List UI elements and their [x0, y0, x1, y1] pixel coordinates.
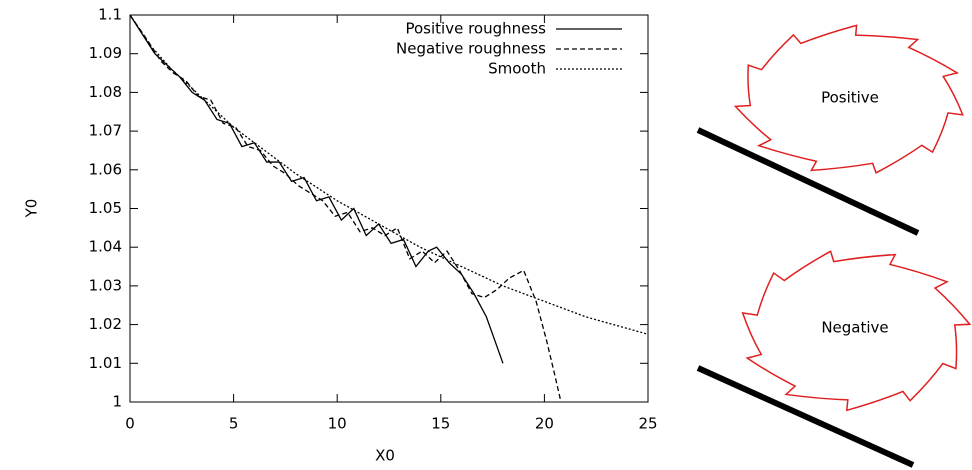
y-tick-label: 1.05	[89, 199, 122, 217]
y-tick-label: 1.03	[89, 276, 122, 294]
y-tick-label: 1.04	[89, 238, 122, 256]
surface	[696, 365, 915, 468]
x-tick-label: 15	[431, 415, 450, 433]
y-tick-label: 1.08	[89, 83, 122, 101]
x-tick-label: 5	[229, 415, 239, 433]
series-line	[129, 14, 649, 335]
y-tick-label: 1.01	[89, 354, 122, 372]
surface	[696, 127, 920, 236]
legend-label: Positive roughness	[405, 20, 546, 38]
series-line	[129, 14, 562, 403]
y-tick-label: 1.09	[89, 44, 122, 62]
particle-outline	[733, 24, 964, 174]
y-tick-label: 1.02	[89, 315, 122, 333]
x-axis-label: X0	[375, 447, 395, 465]
diagram-label: Positive	[821, 89, 879, 107]
x-tick-label: 20	[535, 415, 554, 433]
y-tick-label: 1.07	[89, 122, 122, 140]
y-tick-label: 1	[112, 393, 122, 411]
y-axis-label: Y0	[23, 199, 41, 219]
legend-label: Negative roughness	[396, 40, 546, 58]
y-tick-label: 1.06	[89, 160, 122, 178]
series-line	[129, 14, 504, 364]
x-tick-label: 0	[125, 415, 135, 433]
legend-label: Smooth	[488, 60, 546, 78]
y-tick-label: 1.1	[98, 6, 122, 24]
particle-outline	[741, 250, 972, 412]
diagram-label: Negative	[821, 319, 888, 337]
x-tick-label: 10	[328, 415, 347, 433]
x-tick-label: 25	[638, 415, 657, 433]
plot-frame	[129, 14, 649, 403]
